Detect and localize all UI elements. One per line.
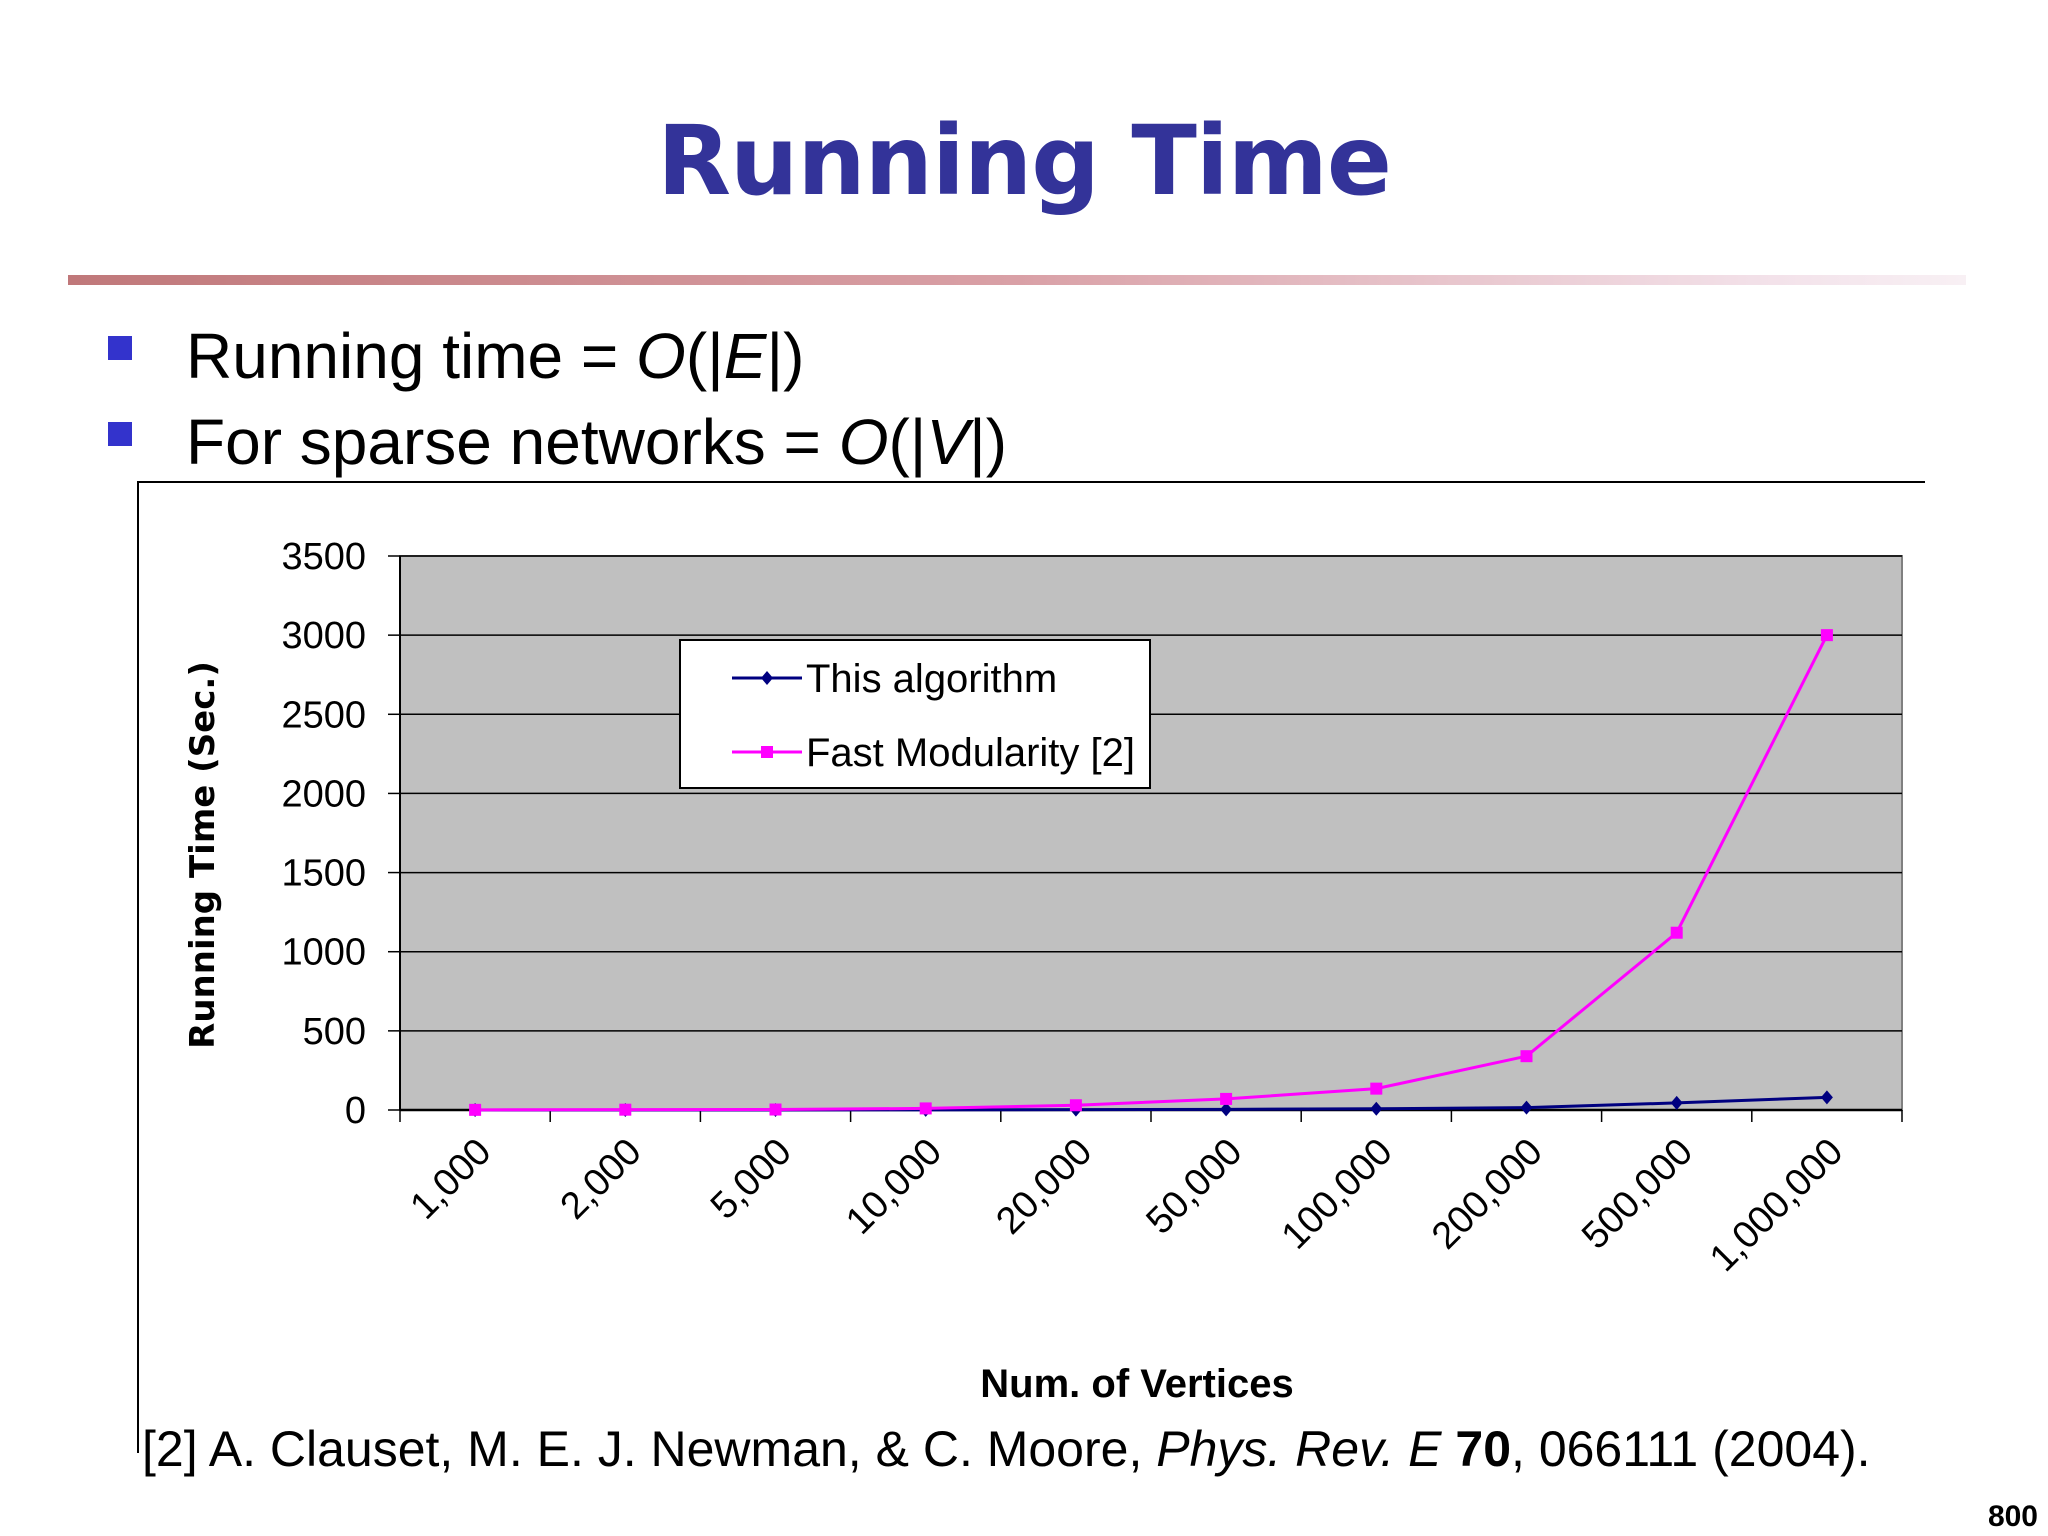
x-tick-label: 5,000 bbox=[703, 1131, 800, 1228]
title-divider bbox=[68, 275, 1966, 285]
x-axis-label: Num. of Vertices bbox=[980, 1362, 1293, 1406]
bullet-list: Running time = O(|E|) For sparse network… bbox=[108, 318, 1988, 490]
x-axis: 1,000 2,000 5,000 10,000 20,000 50,000 100,000… bbox=[399, 1108, 1903, 1280]
data-point bbox=[1520, 1100, 1533, 1115]
y-tick-label: 3500 bbox=[281, 536, 366, 578]
series-line bbox=[475, 634, 1829, 1112]
square-bullet-icon bbox=[108, 422, 132, 446]
y-tick-label: 1000 bbox=[281, 932, 366, 974]
footnote-citation: [2] A. Clauset, M. E. J. Newman, & C. Mo… bbox=[142, 1421, 1871, 1477]
data-point bbox=[1520, 1050, 1533, 1063]
bullet-text: Running time = O(|E|) bbox=[186, 320, 805, 392]
data-point bbox=[1670, 926, 1683, 939]
x-tick-label: 2,000 bbox=[553, 1131, 650, 1228]
data-point bbox=[1820, 1090, 1833, 1105]
data-point bbox=[1820, 629, 1833, 642]
y-axis-label: Running Time (Sec.) bbox=[183, 661, 223, 1049]
x-tick-label: 200,000 bbox=[1424, 1131, 1551, 1258]
data-point bbox=[1220, 1092, 1233, 1105]
x-tick-label: 10,000 bbox=[838, 1131, 950, 1243]
data-point bbox=[469, 1103, 482, 1116]
gridlines bbox=[400, 555, 1902, 1032]
data-point bbox=[769, 1103, 782, 1116]
data-point bbox=[1370, 1101, 1383, 1116]
square-bullet-icon bbox=[108, 336, 132, 360]
data-point bbox=[619, 1103, 632, 1116]
data-point bbox=[1670, 1095, 1683, 1110]
x-tick-label: 500,000 bbox=[1574, 1131, 1701, 1258]
y-tick-label: 2500 bbox=[281, 694, 366, 736]
legend-label: Fast Modularity [2] bbox=[806, 731, 1135, 775]
x-tick-label: 1,000,000 bbox=[1702, 1131, 1851, 1280]
data-point bbox=[919, 1102, 932, 1115]
bullet-text: For sparse networks = O(|V|) bbox=[186, 406, 1008, 478]
bullet-item: For sparse networks = O(|V|) bbox=[108, 404, 1988, 490]
legend-marker bbox=[761, 671, 773, 685]
x-tick-label: 100,000 bbox=[1274, 1131, 1401, 1258]
x-tick-label: 1,000 bbox=[403, 1131, 500, 1228]
y-tick-label: 0 bbox=[345, 1090, 366, 1132]
y-tick-label: 1500 bbox=[281, 853, 366, 895]
page-number: 800 bbox=[1987, 1500, 2038, 1533]
legend-label: This algorithm bbox=[806, 657, 1057, 701]
series-group bbox=[469, 629, 1833, 1117]
chart-frame-top bbox=[137, 481, 1925, 483]
x-tick-label: 50,000 bbox=[1139, 1131, 1251, 1243]
y-tick-label: 3000 bbox=[281, 615, 366, 657]
data-point bbox=[1069, 1099, 1082, 1112]
chart-frame-left bbox=[137, 483, 139, 1453]
y-tick-label: 2000 bbox=[281, 773, 366, 815]
y-tick-label: 500 bbox=[303, 1011, 366, 1053]
x-tick-label: 20,000 bbox=[988, 1131, 1100, 1243]
legend: This algorithm Fast Modularity [2] bbox=[679, 639, 1151, 789]
y-axis: 0 500 1000 1500 2000 2500 3000 3500 bbox=[281, 536, 401, 1132]
data-point bbox=[1220, 1102, 1233, 1117]
legend-marker bbox=[761, 746, 773, 758]
data-point bbox=[1370, 1082, 1383, 1095]
legend-box bbox=[679, 639, 1151, 789]
bullet-item: Running time = O(|E|) bbox=[108, 318, 1988, 404]
slide-title: Running Time bbox=[657, 105, 1392, 217]
